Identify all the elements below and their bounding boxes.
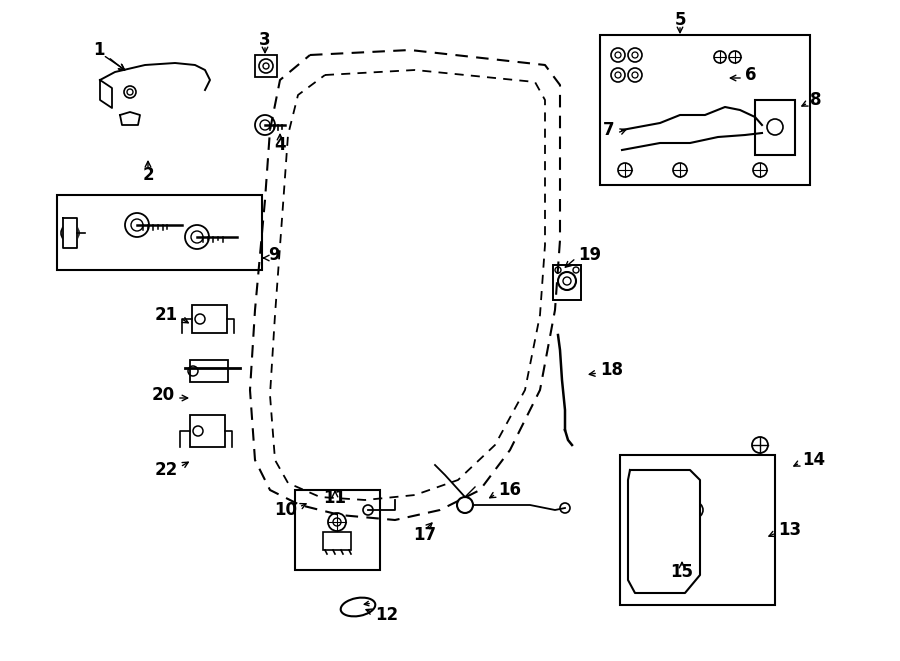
Bar — [57, 195, 262, 270]
Bar — [620, 455, 775, 605]
Text: 4: 4 — [274, 136, 286, 154]
Text: 9: 9 — [268, 246, 280, 264]
Text: 18: 18 — [600, 361, 623, 379]
Text: 3: 3 — [259, 31, 271, 49]
Polygon shape — [63, 218, 77, 248]
Bar — [192, 305, 227, 333]
Polygon shape — [120, 112, 140, 125]
Text: 15: 15 — [670, 563, 694, 581]
Text: 14: 14 — [802, 451, 825, 469]
Bar — [255, 55, 277, 77]
Polygon shape — [100, 80, 112, 108]
Text: 12: 12 — [375, 606, 398, 624]
Bar — [553, 265, 581, 300]
Text: 5: 5 — [674, 11, 686, 29]
Text: 1: 1 — [94, 41, 105, 59]
Text: 11: 11 — [323, 489, 346, 507]
Text: 17: 17 — [413, 526, 436, 544]
Bar — [190, 415, 225, 447]
Text: 2: 2 — [142, 166, 154, 184]
Text: 20: 20 — [152, 386, 175, 404]
Text: 16: 16 — [498, 481, 521, 499]
Bar — [295, 490, 380, 570]
Bar — [755, 100, 795, 155]
Bar — [600, 35, 810, 185]
Text: 8: 8 — [810, 91, 822, 109]
Text: 22: 22 — [155, 461, 178, 479]
Bar — [190, 360, 228, 382]
Text: 7: 7 — [603, 121, 615, 139]
Text: 6: 6 — [745, 66, 757, 84]
Text: 13: 13 — [778, 521, 801, 539]
Text: 10: 10 — [274, 501, 297, 519]
Text: 21: 21 — [155, 306, 178, 324]
Text: 19: 19 — [578, 246, 601, 264]
Polygon shape — [628, 470, 700, 593]
Bar — [323, 532, 351, 550]
